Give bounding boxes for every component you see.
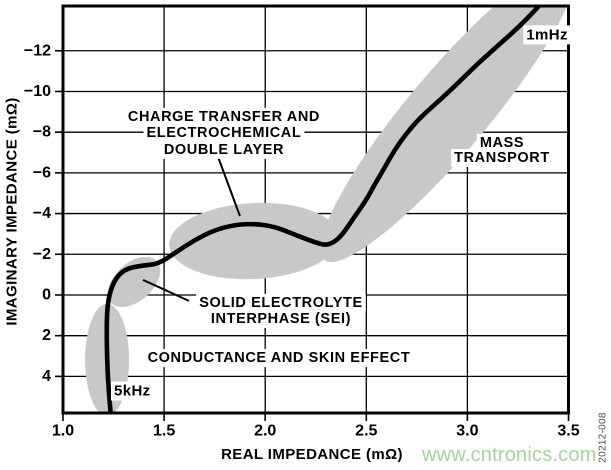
sei-label: INTERPHASE (SEI) [211,311,351,327]
charge-transfer-leader-line [217,156,241,217]
sei-label-bg [196,293,366,312]
x-tick-label: 3.5 [557,423,579,440]
y-tick-label: −8 [33,124,51,141]
document-number: 20212-008 [597,412,609,463]
sei-label: SOLID ELECTROLYTE [199,295,363,311]
y-tick-label: −2 [33,246,51,263]
mass-transport-region [320,6,569,263]
sei-leader-line [142,279,190,302]
plot-border [61,4,570,415]
y-tick-label: 4 [42,368,51,385]
x-tick-label: 1.0 [52,423,74,440]
charge-transfer-label-bg [143,123,305,142]
mass-transport-label: TRANSPORT [454,150,550,166]
conductance-label: CONDUCTANCE AND SKIN EFFECT [148,350,411,366]
x-tick-label: 2.0 [254,423,276,440]
freq-label-1mHz-bg [523,25,571,45]
sei-label-bg [207,309,355,328]
x-tick-label: 2.5 [355,423,377,440]
charge-transfer-label-bg [124,107,324,126]
y-tick-label: −10 [24,83,51,100]
charge-transfer-label-bg [160,140,288,159]
y-axis-title: IMAGINARY IMPEDANCE (mΩ) [3,97,21,326]
charge-transfer-label: ELECTROCHEMICAL [147,125,302,141]
freq-label-1mHz: 1mHz [526,26,568,43]
watermark-link[interactable]: www.cntronics.com [422,444,597,466]
freq-label-5kHz-bg [110,381,154,401]
sei-region [107,256,161,308]
conductance-label-bg [144,349,414,368]
x-axis-title: REAL IMPEDANCE (mΩ) [221,446,403,463]
y-tick-label: 0 [42,286,51,303]
battery-impedance-curve [104,6,542,413]
freq-label-5kHz: 5kHz [114,383,151,400]
charge-transfer-region [169,202,339,280]
mass-transport-label-bg [451,149,553,168]
y-tick-label: −4 [33,205,51,222]
x-tick-label: 1.5 [153,423,175,440]
mass-transport-label: MASS [480,135,524,151]
mass-transport-label-bg [476,133,528,152]
y-tick-label: −12 [24,42,51,59]
charge-transfer-label: DOUBLE LAYER [164,142,284,158]
y-tick-label: 2 [42,327,51,344]
charge-transfer-label: CHARGE TRANSFER AND [128,109,320,125]
x-tick-label: 3.0 [456,423,478,440]
tick-marks [55,49,570,421]
y-tick-label: −6 [33,164,51,181]
